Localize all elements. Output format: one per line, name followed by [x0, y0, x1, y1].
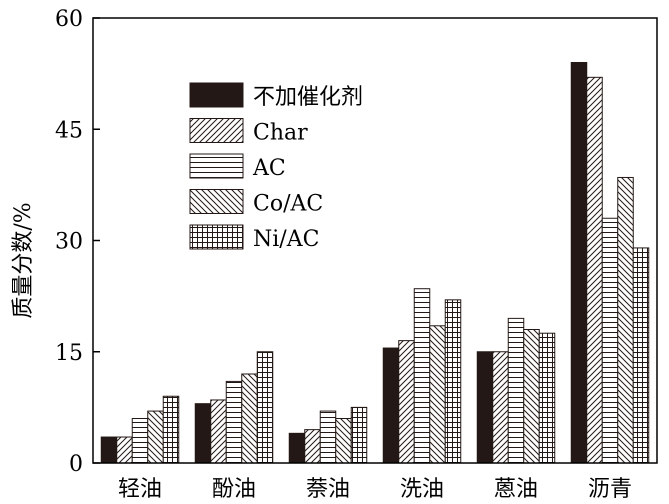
- x-tick-label-3: 洗油: [400, 477, 444, 502]
- legend-swatch-co-ac: [189, 189, 244, 214]
- y-axis-title: 质量分数/%: [11, 202, 36, 318]
- bar-不加催化剂-4: [476, 351, 494, 464]
- x-tick-label-4: 蒽油: [494, 477, 538, 502]
- bar-co-ac-4: [523, 329, 540, 464]
- bar-ac-2: [319, 410, 337, 464]
- bar-char-3: [398, 340, 415, 464]
- legend-label-char: Char: [253, 121, 308, 146]
- bar-ac-0: [131, 418, 149, 464]
- y-tick-label-60: 60: [55, 7, 83, 32]
- bar-co-ac-2: [335, 418, 352, 464]
- x-tick-label-0: 轻油: [118, 477, 162, 502]
- axes-group: 0 15 30 45 60 轻油 酚油 萘油 洗油 蒽油 沥青 质量分数/%: [11, 7, 658, 502]
- bar-char-1: [210, 399, 227, 464]
- legend-swatch-不加催化剂: [189, 82, 244, 108]
- bar-不加催化剂-1: [194, 403, 212, 464]
- bar-ni-ac-5: [632, 247, 650, 464]
- bar-ac-4: [507, 317, 525, 464]
- legend-label-co-ac: Co/AC: [253, 192, 323, 217]
- bar-不加催化剂-5: [570, 62, 588, 464]
- bar-ni-ac-1: [256, 351, 274, 464]
- x-tick-label-2: 萘油: [306, 477, 350, 502]
- legend-label-不加催化剂: 不加催化剂: [253, 85, 363, 110]
- bar-char-2: [304, 429, 321, 464]
- x-tick-label-1: 酚油: [212, 477, 256, 502]
- bar-不加催化剂-3: [382, 347, 400, 464]
- x-tick-label-5: 沥青: [588, 477, 632, 502]
- bar-co-ac-0: [147, 410, 164, 464]
- bar-不加催化剂-0: [100, 436, 118, 464]
- bar-ac-5: [601, 217, 619, 464]
- bar-ni-ac-2: [350, 406, 368, 464]
- bar-co-ac-1: [241, 373, 258, 464]
- bar-ac-3: [413, 288, 431, 464]
- y-tick-label-45: 45: [55, 118, 83, 143]
- bar-co-ac-5: [617, 176, 634, 464]
- legend-swatch-char: [189, 118, 244, 143]
- bar-不加催化剂-2: [288, 432, 306, 464]
- y-tick-label-30: 30: [55, 230, 83, 255]
- legend-label-ni-ac: Ni/AC: [253, 227, 319, 252]
- bar-char-5: [586, 76, 603, 464]
- bar-co-ac-3: [429, 325, 446, 464]
- y-tick-label-15: 15: [55, 341, 83, 366]
- legend-swatch-ac: [189, 153, 244, 179]
- bar-ni-ac-4: [538, 332, 556, 464]
- bar-ni-ac-3: [444, 299, 462, 464]
- bars-group: [100, 62, 650, 464]
- legend-swatch-ni-ac: [189, 224, 244, 250]
- legend: 不加催化剂 Char AC Co/AC Ni/AC: [189, 82, 363, 252]
- bar-char-4: [492, 351, 509, 464]
- bar-char-0: [116, 436, 133, 464]
- bar-ni-ac-0: [162, 395, 180, 464]
- legend-label-ac: AC: [252, 156, 286, 181]
- y-tick-label-0: 0: [69, 452, 83, 477]
- bar-ac-1: [225, 380, 243, 464]
